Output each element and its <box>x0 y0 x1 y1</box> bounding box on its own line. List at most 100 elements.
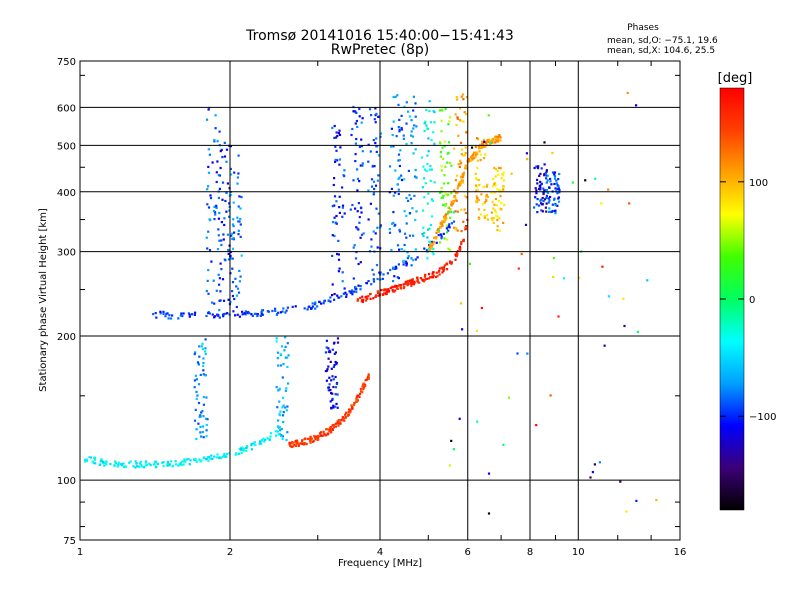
scatter-point <box>360 388 362 390</box>
scatter-point <box>368 373 370 375</box>
scatter-point <box>432 248 434 250</box>
scatter-point <box>276 406 278 408</box>
scatter-point <box>444 193 446 195</box>
scatter-point <box>484 217 486 219</box>
scatter-point <box>496 219 498 221</box>
scatter-point <box>332 221 334 223</box>
scatter-point <box>484 146 486 148</box>
scatter-point <box>357 210 359 212</box>
scatter-point <box>222 233 224 235</box>
scatter-point <box>422 166 424 168</box>
scatter-point <box>354 286 356 288</box>
scatter-point <box>407 200 409 202</box>
scatter-point <box>480 193 482 195</box>
scatter-point <box>480 154 482 156</box>
scatter-point <box>250 444 252 446</box>
scatter-point <box>455 113 457 115</box>
scatter-point <box>625 510 627 512</box>
scatter-point <box>429 100 431 102</box>
scatter-point <box>414 219 416 221</box>
scatter-point <box>237 314 239 316</box>
scatter-point <box>399 149 401 151</box>
scatter-point <box>218 284 220 286</box>
scatter-point <box>535 189 537 191</box>
scatter-point <box>516 352 518 354</box>
scatter-point <box>496 188 498 190</box>
scatter-point <box>377 278 379 280</box>
scatter-point <box>502 444 504 446</box>
scatter-point <box>392 280 394 282</box>
scatter-point <box>194 379 196 381</box>
scatter-point <box>403 138 405 140</box>
scatter-point <box>117 465 119 467</box>
scatter-point <box>327 433 329 435</box>
scatter-point <box>411 207 413 209</box>
scatter-point <box>152 313 154 315</box>
scatter-point <box>426 155 428 157</box>
scatter-point <box>219 131 221 133</box>
scatter-point <box>554 175 556 177</box>
scatter-point <box>328 386 330 388</box>
scatter-point <box>371 269 373 271</box>
scatter-point <box>430 180 432 182</box>
scatter-point <box>330 361 332 363</box>
scatter-point <box>433 237 435 239</box>
scatter-point <box>216 290 218 292</box>
scatter-point <box>287 307 289 309</box>
scatter-point <box>416 277 418 279</box>
scatter-point <box>334 195 336 197</box>
scatter-point <box>339 212 341 214</box>
scatter-point <box>392 134 394 136</box>
scatter-point <box>184 461 186 463</box>
scatter-point <box>435 232 437 234</box>
scatter-point <box>518 268 520 270</box>
scatter-point <box>415 169 417 171</box>
scatter-point <box>207 185 209 187</box>
scatter-point <box>333 342 335 344</box>
scatter-point <box>480 213 482 215</box>
scatter-point <box>359 216 361 218</box>
scatter-point <box>548 199 550 201</box>
scatter-point <box>471 147 473 149</box>
scatter-point <box>194 420 196 422</box>
scatter-point <box>389 232 391 234</box>
scatter-point <box>478 150 480 152</box>
scatter-point <box>194 353 196 355</box>
scatter-point <box>375 121 377 123</box>
scatter-point <box>485 199 487 201</box>
scatter-point <box>440 237 442 239</box>
scatter-point <box>168 317 170 319</box>
scatter-point <box>180 315 182 317</box>
scatter-point <box>404 210 406 212</box>
scatter-point <box>476 153 478 155</box>
scatter-point <box>538 205 540 207</box>
scatter-point <box>554 187 556 189</box>
scatter-point <box>202 415 204 417</box>
scatter-point <box>286 357 288 359</box>
scatter-point <box>238 195 240 197</box>
scatter-point <box>241 255 243 257</box>
scatter-point <box>202 348 204 350</box>
scatter-point <box>400 175 402 177</box>
scatter-point <box>462 179 464 181</box>
scatter-point <box>180 462 182 464</box>
scatter-point <box>533 206 535 208</box>
scatter-point <box>360 139 362 141</box>
scatter-point <box>189 314 191 316</box>
scatter-point <box>436 272 438 274</box>
scatter-point <box>456 175 458 177</box>
scatter-point <box>234 314 236 316</box>
scatter-point <box>415 148 417 150</box>
scatter-point <box>430 276 432 278</box>
scatter-point <box>162 461 164 463</box>
scatter-point <box>295 305 297 307</box>
colorbar-label: [deg] <box>718 71 753 86</box>
scatter-point <box>600 202 602 204</box>
scatter-point <box>462 221 464 223</box>
scatter-point <box>88 456 90 458</box>
scatter-point <box>439 226 441 228</box>
scatter-point <box>554 171 556 173</box>
scatter-point <box>355 153 357 155</box>
scatter-point <box>218 212 220 214</box>
scatter-point <box>197 361 199 363</box>
